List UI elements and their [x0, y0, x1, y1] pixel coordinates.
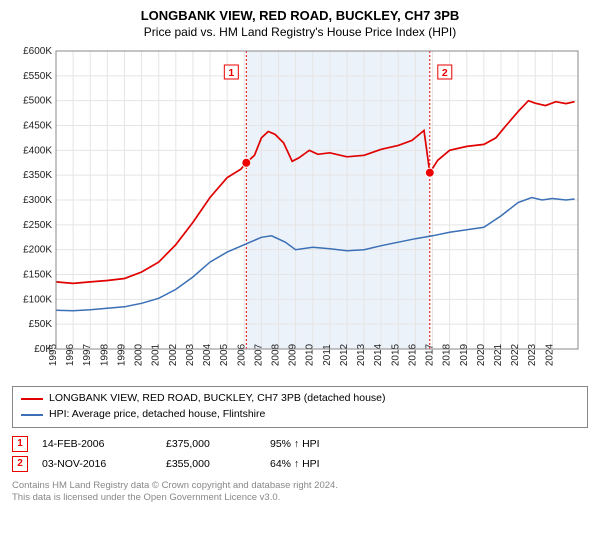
svg-text:2013: 2013 [356, 343, 367, 366]
txn-pct: 64% ↑ HPI [270, 458, 370, 470]
svg-text:2008: 2008 [270, 343, 281, 366]
svg-text:£150K: £150K [23, 270, 52, 281]
txn-price: £375,000 [166, 438, 256, 450]
subtitle: Price paid vs. HM Land Registry's House … [12, 25, 588, 39]
svg-text:1: 1 [228, 67, 234, 79]
svg-text:2003: 2003 [185, 343, 196, 366]
svg-text:£50K: £50K [29, 319, 53, 330]
svg-text:2016: 2016 [407, 343, 418, 366]
svg-text:2011: 2011 [322, 344, 333, 366]
svg-text:£300K: £300K [23, 195, 52, 206]
svg-text:£350K: £350K [23, 170, 52, 181]
svg-text:£200K: £200K [23, 245, 52, 256]
svg-text:£600K: £600K [23, 46, 52, 57]
legend-item: HPI: Average price, detached house, Flin… [21, 407, 579, 423]
svg-text:2001: 2001 [151, 343, 162, 366]
svg-text:£550K: £550K [23, 71, 52, 82]
svg-text:2000: 2000 [134, 343, 145, 366]
txn-date: 14-FEB-2006 [42, 438, 152, 450]
svg-text:2004: 2004 [202, 343, 213, 366]
svg-text:2023: 2023 [527, 343, 538, 366]
svg-text:2024: 2024 [544, 343, 555, 366]
chart-svg: £0K£50K£100K£150K£200K£250K£300K£350K£40… [12, 45, 588, 375]
svg-text:2018: 2018 [442, 343, 453, 366]
svg-text:£100K: £100K [23, 294, 52, 305]
table-row: 1 14-FEB-2006 £375,000 95% ↑ HPI [12, 434, 588, 454]
svg-text:2009: 2009 [288, 343, 299, 366]
txn-pct: 95% ↑ HPI [270, 438, 370, 450]
svg-text:2006: 2006 [236, 343, 247, 366]
svg-text:2010: 2010 [305, 343, 316, 366]
table-row: 2 03-NOV-2016 £355,000 64% ↑ HPI [12, 454, 588, 474]
svg-text:2019: 2019 [459, 343, 470, 366]
page-title: LONGBANK VIEW, RED ROAD, BUCKLEY, CH7 3P… [12, 8, 588, 23]
svg-text:£400K: £400K [23, 145, 52, 156]
svg-text:1996: 1996 [65, 343, 76, 366]
legend-swatch [21, 398, 43, 400]
svg-text:2014: 2014 [373, 343, 384, 366]
svg-text:2007: 2007 [253, 343, 264, 366]
footer-line: Contains HM Land Registry data © Crown c… [12, 480, 588, 492]
legend: LONGBANK VIEW, RED ROAD, BUCKLEY, CH7 3P… [12, 386, 588, 428]
legend-swatch [21, 414, 43, 416]
price-chart: £0K£50K£100K£150K£200K£250K£300K£350K£40… [12, 45, 588, 380]
marker-tag: 2 [12, 456, 28, 472]
svg-text:2015: 2015 [390, 343, 401, 366]
svg-text:2021: 2021 [493, 343, 504, 366]
legend-label: LONGBANK VIEW, RED ROAD, BUCKLEY, CH7 3P… [49, 391, 386, 407]
svg-text:2: 2 [442, 67, 448, 79]
svg-text:2022: 2022 [510, 343, 521, 366]
svg-text:2012: 2012 [339, 343, 350, 366]
svg-text:2017: 2017 [425, 343, 436, 366]
svg-text:£250K: £250K [23, 220, 52, 231]
footer: Contains HM Land Registry data © Crown c… [12, 480, 588, 505]
svg-text:1999: 1999 [116, 343, 127, 366]
transaction-table: 1 14-FEB-2006 £375,000 95% ↑ HPI 2 03-NO… [12, 434, 588, 474]
svg-text:2020: 2020 [476, 343, 487, 366]
txn-date: 03-NOV-2016 [42, 458, 152, 470]
svg-text:2005: 2005 [219, 343, 230, 366]
svg-text:1997: 1997 [82, 343, 93, 366]
txn-price: £355,000 [166, 458, 256, 470]
marker-tag: 1 [12, 436, 28, 452]
footer-line: This data is licensed under the Open Gov… [12, 492, 588, 504]
svg-text:£500K: £500K [23, 96, 52, 107]
svg-text:2002: 2002 [168, 343, 179, 366]
legend-label: HPI: Average price, detached house, Flin… [49, 407, 265, 423]
svg-text:1998: 1998 [99, 343, 110, 366]
svg-text:£450K: £450K [23, 121, 52, 132]
legend-item: LONGBANK VIEW, RED ROAD, BUCKLEY, CH7 3P… [21, 391, 579, 407]
svg-text:1995: 1995 [48, 343, 59, 366]
